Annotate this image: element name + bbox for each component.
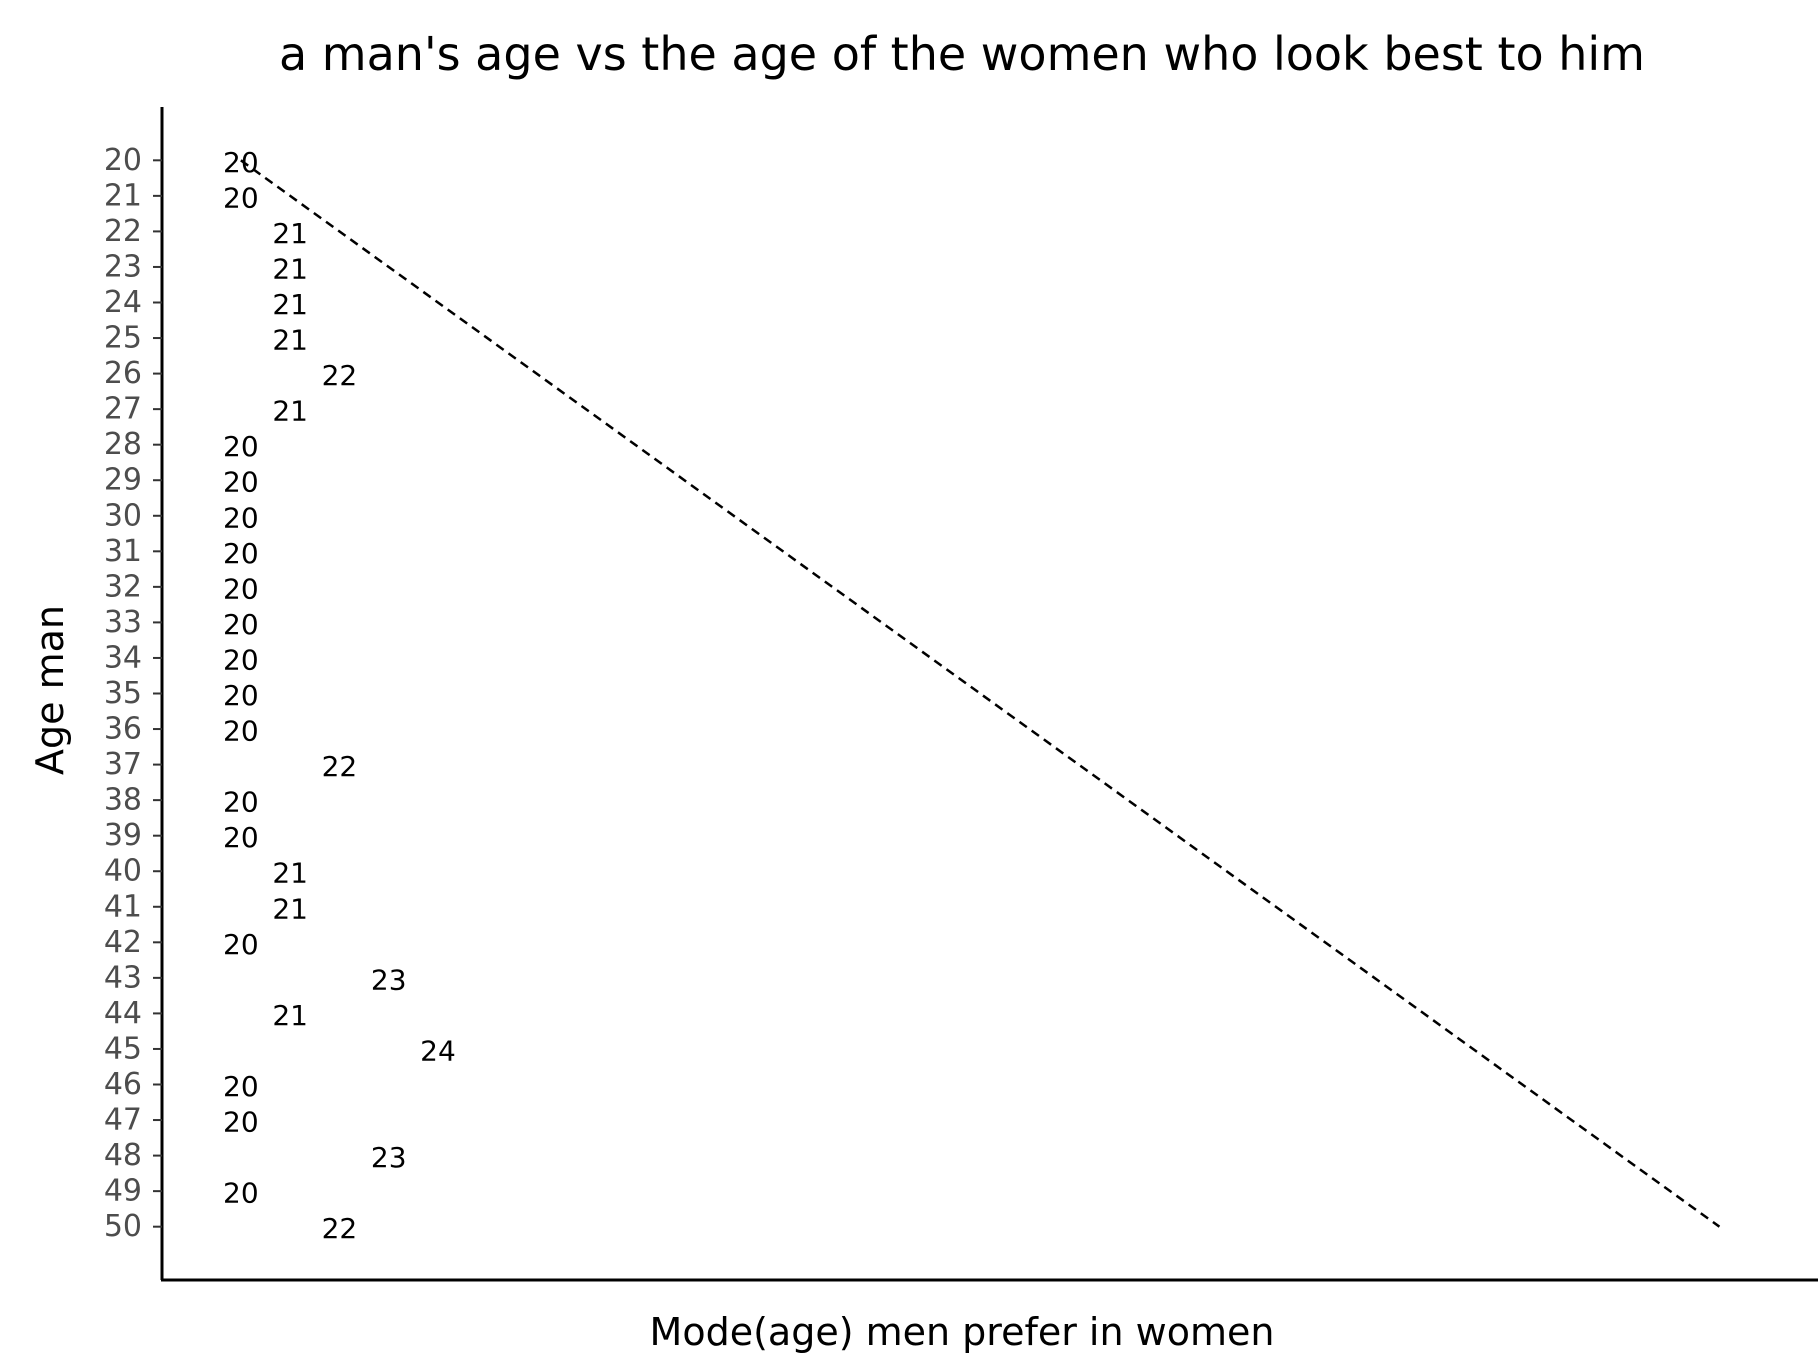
y-tick-label: 30	[104, 498, 142, 533]
data-label: 24	[420, 1034, 456, 1067]
y-tick-label: 44	[104, 996, 142, 1031]
y-tick-label: 40	[104, 854, 142, 889]
data-label: 21	[272, 217, 308, 250]
data-label: 23	[371, 963, 407, 996]
data-label: 20	[223, 537, 259, 570]
y-tick-label: 27	[104, 392, 142, 427]
data-label: 20	[223, 786, 259, 819]
y-tick-label: 26	[104, 356, 142, 391]
data-label: 20	[223, 430, 259, 463]
data-label: 20	[223, 572, 259, 605]
y-tick-label: 23	[104, 249, 142, 284]
data-label: 20	[223, 1177, 259, 1210]
y-tick-label: 42	[104, 925, 142, 960]
y-tick-label: 34	[104, 640, 142, 675]
data-label: 20	[223, 643, 259, 676]
y-ticks: 2021222324252627282930313233343536373839…	[104, 143, 162, 1244]
y-tick-label: 43	[104, 960, 142, 995]
data-label: 20	[223, 501, 259, 534]
y-tick-label: 37	[104, 747, 142, 782]
y-tick-label: 41	[104, 889, 142, 924]
y-axis-label: Age man	[28, 605, 72, 775]
data-label: 20	[223, 146, 259, 179]
y-tick-label: 36	[104, 712, 142, 747]
data-label: 21	[272, 252, 308, 285]
data-label: 20	[223, 715, 259, 748]
y-tick-label: 48	[104, 1138, 142, 1173]
y-tick-label: 32	[104, 569, 142, 604]
data-label: 22	[322, 1212, 358, 1245]
data-label: 20	[223, 466, 259, 499]
y-tick-label: 22	[104, 214, 142, 249]
y-tick-label: 49	[104, 1174, 142, 1209]
reference-line-group	[240, 159, 1721, 1228]
axes	[160, 107, 1818, 1282]
y-tick-label: 35	[104, 676, 142, 711]
y-tick-label: 47	[104, 1103, 142, 1138]
data-label: 21	[272, 999, 308, 1032]
data-label: 20	[223, 679, 259, 712]
y-tick-label: 29	[104, 463, 142, 498]
y-tick-label: 50	[104, 1209, 142, 1244]
y-tick-label: 21	[104, 178, 142, 213]
data-label: 21	[272, 892, 308, 925]
reference-line	[240, 159, 1721, 1228]
data-label: 20	[223, 1106, 259, 1139]
y-tick-label: 24	[104, 285, 142, 320]
y-tick-label: 45	[104, 1031, 142, 1066]
chart-title: a man's age vs the age of the women who …	[279, 27, 1645, 81]
data-label: 22	[322, 359, 358, 392]
data-label: 21	[272, 395, 308, 428]
data-labels: 2020212121212221202020202020202020222020…	[223, 146, 456, 1245]
y-tick-label: 38	[104, 783, 142, 818]
y-tick-label: 28	[104, 427, 142, 462]
y-tick-label: 20	[104, 143, 142, 178]
y-tick-label: 33	[104, 605, 142, 640]
y-tick-label: 46	[104, 1067, 142, 1102]
data-label: 20	[223, 821, 259, 854]
data-label: 21	[272, 857, 308, 890]
data-label: 22	[322, 750, 358, 783]
data-label: 20	[223, 928, 259, 961]
y-tick-label: 31	[104, 534, 142, 569]
data-label: 20	[223, 608, 259, 641]
y-tick-label: 39	[104, 818, 142, 853]
data-label: 21	[272, 324, 308, 357]
data-label: 23	[371, 1141, 407, 1174]
y-tick-label: 25	[104, 321, 142, 356]
data-label: 21	[272, 288, 308, 321]
x-axis-label: Mode(age) men prefer in women	[650, 1310, 1275, 1354]
data-label: 20	[223, 181, 259, 214]
data-label: 20	[223, 1070, 259, 1103]
